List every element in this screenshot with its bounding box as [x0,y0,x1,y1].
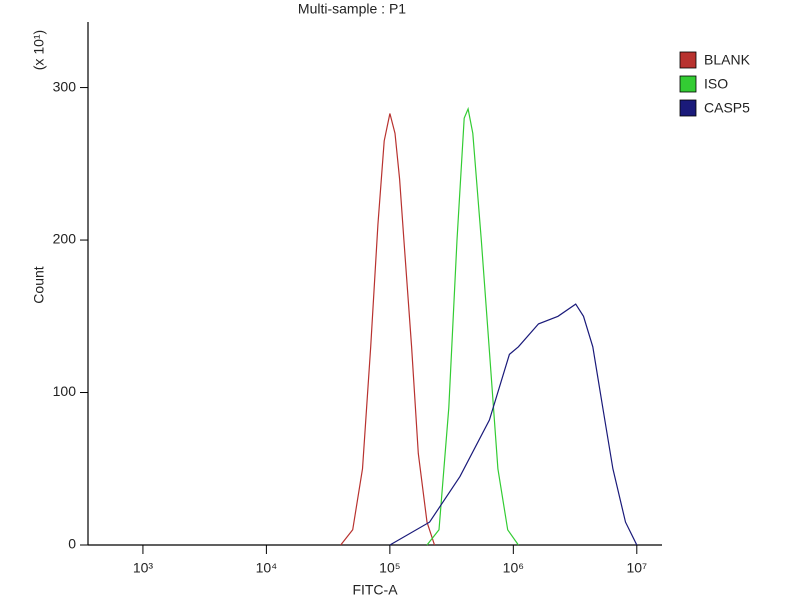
chart-title: Multi-sample : P1 [298,1,406,17]
x-tick-label: 10⁵ [379,560,400,576]
legend-label: CASP5 [704,100,750,116]
y-tick-label: 200 [53,231,77,247]
y-multiplier: (x 10¹) [31,30,47,70]
x-tick-label: 10³ [133,560,154,576]
legend-label: ISO [704,76,728,92]
y-tick-label: 300 [53,78,77,94]
series-line [426,106,519,546]
y-tick-label: 0 [68,536,76,552]
x-tick-label: 10⁴ [256,560,278,576]
y-axis-label: Count [31,266,47,303]
legend-swatch [679,51,697,69]
x-tick-label: 10⁷ [626,560,647,576]
series-line [340,113,436,546]
legend-swatch [679,99,697,117]
legend-label: BLANK [704,52,751,68]
x-axis-label: FITC-A [352,582,398,598]
y-tick-label: 100 [53,383,77,399]
legend-swatch [679,75,697,93]
x-tick-label: 10⁶ [503,560,524,576]
series-line [389,303,638,546]
